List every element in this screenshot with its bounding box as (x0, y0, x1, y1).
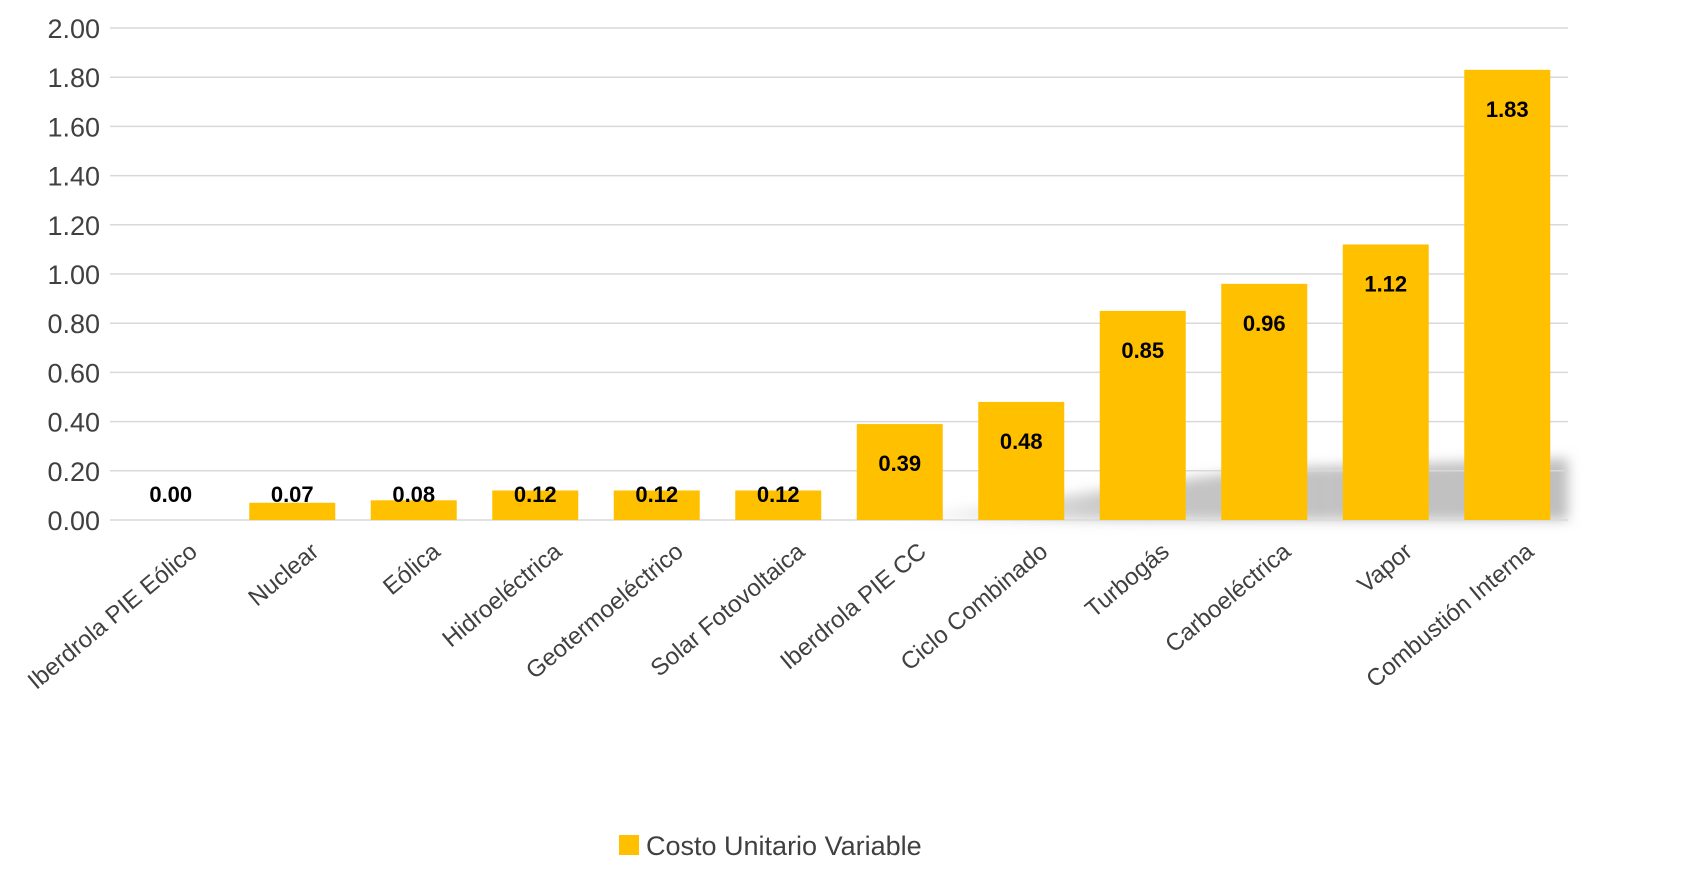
bar (1221, 283, 1308, 520)
x-tick-label: Hidroeléctrica (437, 537, 567, 652)
x-tick-label: Iberdrola PIE Eólico (23, 538, 203, 695)
data-label: 1.12 (1364, 271, 1407, 296)
y-tick-label: 0.20 (47, 457, 100, 487)
bar (735, 490, 822, 520)
y-tick-label: 1.00 (47, 260, 100, 290)
bar (856, 424, 943, 520)
y-tick-label: 1.40 (47, 162, 100, 192)
legend-swatch (619, 835, 639, 855)
x-tick-label: Eólica (378, 537, 446, 600)
data-label: 0.00 (149, 482, 192, 507)
gridlines (110, 27, 1568, 521)
y-tick-label: 2.00 (47, 14, 100, 44)
bar (1464, 69, 1551, 520)
x-tick-label: Vapor (1353, 538, 1418, 599)
y-tick-label: 1.60 (47, 112, 100, 142)
bar (249, 502, 336, 520)
bar (978, 401, 1065, 520)
legend-label: Costo Unitario Variable (646, 831, 922, 861)
data-label: 0.12 (514, 482, 557, 507)
y-tick-label: 1.20 (47, 211, 100, 241)
x-axis-categories: Iberdrola PIE Eólico Nuclear EólicaHidroel… (23, 537, 1540, 694)
data-label: 0.12 (757, 482, 800, 507)
data-label: 0.07 (271, 482, 314, 507)
y-axis-ticks: 0.00 0.20 0.40 0.60 0.80 1.00 1.20 1.40 1.60 1.80… (47, 14, 100, 536)
bar (1342, 244, 1429, 521)
x-tick-label: Carboeléctrica (1160, 537, 1296, 658)
y-tick-label: 0.40 (47, 408, 100, 438)
bar (613, 490, 700, 520)
data-label: 0.12 (635, 482, 678, 507)
y-tick-label: 1.80 (47, 63, 100, 93)
data-label: 0.96 (1243, 311, 1286, 336)
y-tick-label: 0.60 (47, 358, 100, 388)
data-label: 0.39 (878, 451, 921, 476)
bars (249, 69, 1551, 521)
bar (492, 490, 579, 520)
data-label: 0.85 (1121, 338, 1164, 363)
y-tick-label: 0.80 (47, 309, 100, 339)
data-label: 0.08 (392, 482, 435, 507)
legend: Costo Unitario Variable (619, 831, 922, 861)
y-tick-label: 0.00 (47, 506, 100, 536)
data-label: 0.48 (1000, 429, 1043, 454)
x-tick-label: Turbogás (1080, 538, 1174, 623)
data-labels: 0.00 0.07 0.08 0.12 0.12 0.12 0.39 0.48 0.85 0.96… (149, 97, 1528, 507)
bar (370, 500, 457, 520)
bar (1099, 310, 1186, 520)
x-tick-label: Nuclear (243, 538, 324, 612)
data-label: 1.83 (1486, 97, 1529, 122)
